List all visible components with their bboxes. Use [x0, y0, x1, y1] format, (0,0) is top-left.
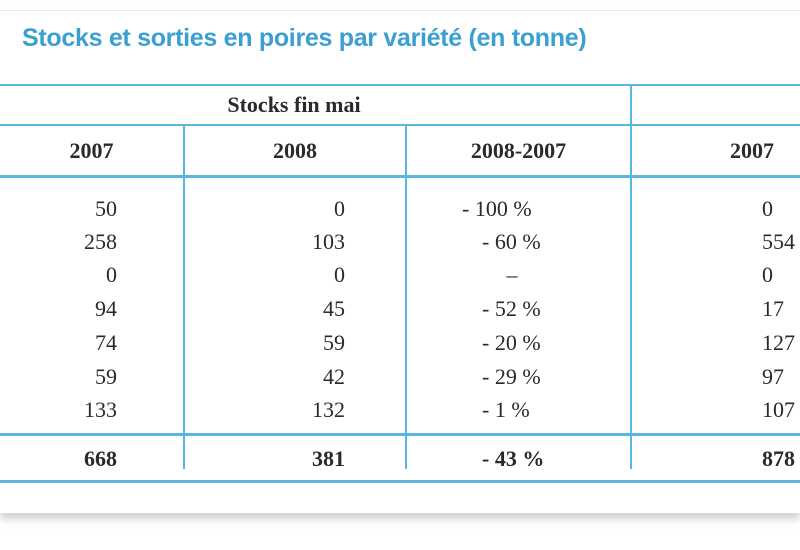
- table-cell: 97: [762, 364, 784, 389]
- column-header: 2008: [273, 138, 317, 163]
- rule-under-column-headers: [0, 175, 800, 178]
- table-cell: - 100 %: [462, 196, 532, 221]
- column-divider-2: [405, 124, 407, 469]
- table-cell: 94: [95, 296, 117, 321]
- table-cell: 50: [95, 196, 117, 221]
- table-cell: 17: [762, 296, 784, 321]
- table-title: Stocks et sorties en poires par variété …: [22, 24, 587, 52]
- total-cell: 668: [84, 446, 117, 471]
- table-cell: 0: [762, 262, 773, 287]
- table-cell: 45: [323, 296, 345, 321]
- table-cell: - 60 %: [482, 229, 541, 254]
- total-cell: 381: [312, 446, 345, 471]
- column-divider-1: [183, 124, 185, 469]
- rule-above-total: [0, 433, 800, 436]
- table-cell: - 20 %: [482, 330, 541, 355]
- rule-under-title: [0, 84, 800, 86]
- group-header-stocks: Stocks fin mai: [227, 92, 361, 117]
- table-cell: 132: [312, 397, 345, 422]
- column-divider-3: [630, 84, 632, 469]
- total-cell: - 43 %: [482, 446, 545, 471]
- table-cell: 107: [762, 397, 795, 422]
- table-cell: 103: [312, 229, 345, 254]
- table-cell: 42: [323, 364, 345, 389]
- table-cell: –: [506, 262, 518, 287]
- rule-under-group-header: [0, 124, 800, 126]
- column-header: 2007: [730, 138, 774, 163]
- table-cell: 59: [95, 364, 117, 389]
- table-cell: 127: [762, 330, 795, 355]
- table-cell: 59: [323, 330, 345, 355]
- table-cell: 258: [84, 229, 117, 254]
- table-cell: - 29 %: [482, 364, 541, 389]
- table-cell: 554: [762, 229, 795, 254]
- table-cell: 0: [762, 196, 773, 221]
- column-header: 2008-2007: [470, 138, 567, 163]
- table-cell: 0: [106, 262, 117, 287]
- rule-under-total: [0, 480, 800, 483]
- table-cell: 0: [334, 196, 345, 221]
- table-cell: 74: [95, 330, 117, 355]
- total-cell: 878: [762, 446, 795, 471]
- table-panel: [0, 10, 800, 513]
- table-cell: 0: [334, 262, 345, 287]
- table-cell: - 1 %: [482, 397, 530, 422]
- column-header: 2007: [69, 138, 114, 163]
- table-cell: - 52 %: [482, 296, 541, 321]
- table-cell: 133: [84, 397, 117, 422]
